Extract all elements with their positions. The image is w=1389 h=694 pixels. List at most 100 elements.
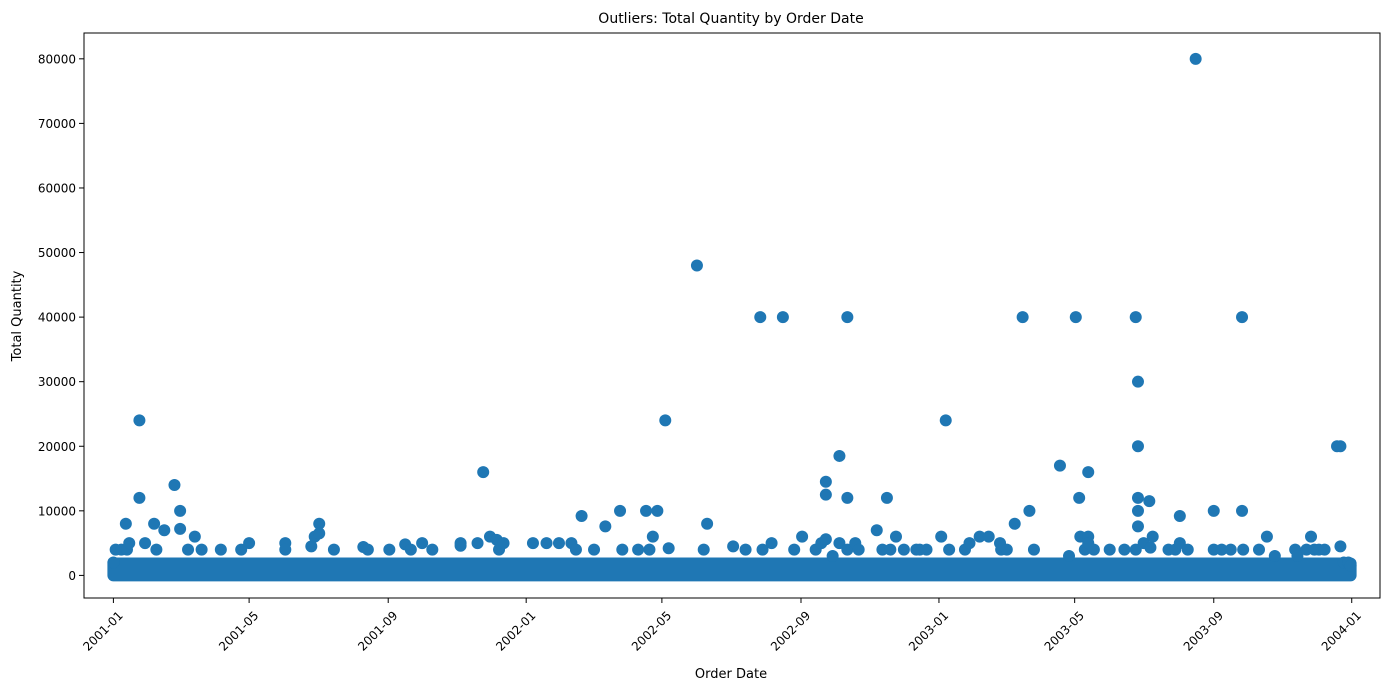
y-tick-label: 80000 <box>38 52 76 66</box>
data-point <box>497 537 510 550</box>
data-point <box>174 522 187 535</box>
data-point <box>243 537 256 550</box>
data-point <box>1103 543 1116 556</box>
plot-frame <box>83 32 1381 599</box>
data-point <box>659 414 672 427</box>
data-point <box>1131 491 1144 504</box>
data-point <box>1236 311 1249 324</box>
data-point <box>1334 440 1347 453</box>
data-point <box>471 537 484 550</box>
data-point <box>1291 550 1304 563</box>
data-point <box>935 530 948 543</box>
y-tick-label: 40000 <box>38 311 76 325</box>
data-point <box>599 520 612 533</box>
data-point <box>616 543 629 556</box>
dense-points-band-shape <box>107 557 1357 582</box>
x-tick-label: 2003-05 <box>1042 608 1087 653</box>
data-point <box>963 537 976 550</box>
data-point <box>1318 543 1331 556</box>
data-point <box>327 543 340 556</box>
data-point <box>754 311 767 324</box>
data-point <box>1131 504 1144 517</box>
data-point <box>697 543 710 556</box>
x-axis: 2001-01 2001-05 2001-09 2002-01 2002-05 2002-… <box>80 598 1364 654</box>
data-point <box>1063 550 1076 563</box>
data-point <box>158 524 171 537</box>
data-point <box>188 530 201 543</box>
data-point <box>123 537 136 550</box>
data-point <box>701 517 714 530</box>
y-axis: 0 10000 20000 30000 40000 50000 60000 70000 8000… <box>38 52 84 583</box>
dense-points-band <box>107 557 1357 582</box>
x-tick-label: 2001-01 <box>80 608 125 653</box>
data-point <box>214 543 227 556</box>
data-point <box>1008 517 1021 530</box>
data-point <box>1016 311 1029 324</box>
data-point <box>1334 540 1347 553</box>
data-point <box>880 491 893 504</box>
y-tick-label: 20000 <box>38 440 76 454</box>
data-point <box>870 524 883 537</box>
data-point <box>1224 543 1237 556</box>
data-point <box>889 530 902 543</box>
data-point <box>195 543 208 556</box>
data-point <box>1069 311 1082 324</box>
data-point <box>765 537 778 550</box>
data-point <box>313 527 326 540</box>
data-point <box>588 543 601 556</box>
x-tick-label: 2003-01 <box>906 608 951 653</box>
y-tick-label: 0 <box>68 569 76 583</box>
x-tick-label: 2001-05 <box>216 608 261 653</box>
data-point <box>920 543 933 556</box>
data-point <box>852 543 865 556</box>
data-point <box>1268 550 1281 563</box>
data-point <box>1305 530 1318 543</box>
data-point <box>939 414 952 427</box>
x-tick-label: 2001-09 <box>355 608 400 653</box>
data-point <box>727 540 740 553</box>
x-tick-label: 2002-05 <box>629 608 674 653</box>
y-tick-label: 30000 <box>38 375 76 389</box>
data-point <box>1173 537 1186 550</box>
data-point <box>841 311 854 324</box>
data-point <box>404 543 417 556</box>
data-point <box>1215 543 1228 556</box>
data-point <box>416 537 429 550</box>
data-point <box>148 517 161 530</box>
y-tick-label: 50000 <box>38 246 76 260</box>
data-point <box>1207 504 1220 517</box>
data-point <box>841 491 854 504</box>
data-point <box>1000 543 1013 556</box>
data-point <box>796 530 809 543</box>
x-axis-label: Order Date <box>695 667 767 682</box>
data-point <box>614 504 627 517</box>
data-point <box>1252 543 1265 556</box>
data-point <box>540 537 553 550</box>
data-point <box>526 537 539 550</box>
data-point <box>1129 543 1142 556</box>
y-tick-label: 60000 <box>38 181 76 195</box>
data-point <box>1118 543 1131 556</box>
data-point <box>1087 543 1100 556</box>
data-point <box>1027 543 1040 556</box>
data-point <box>1053 459 1066 472</box>
data-point <box>819 475 832 488</box>
data-point <box>973 530 986 543</box>
x-tick-label: 2002-09 <box>768 608 813 653</box>
data-point <box>833 537 846 550</box>
data-point <box>313 517 326 530</box>
data-point <box>739 543 752 556</box>
data-point <box>1181 543 1194 556</box>
chart-title: Outliers: Total Quantity by Order Date <box>598 11 863 27</box>
data-point <box>1146 530 1159 543</box>
data-point <box>575 509 588 522</box>
data-point <box>1131 520 1144 533</box>
data-point <box>1236 504 1249 517</box>
data-point <box>133 491 146 504</box>
data-point <box>477 466 490 479</box>
data-point <box>690 259 703 272</box>
data-point <box>1344 559 1357 572</box>
data-point <box>552 537 565 550</box>
data-point <box>139 537 152 550</box>
